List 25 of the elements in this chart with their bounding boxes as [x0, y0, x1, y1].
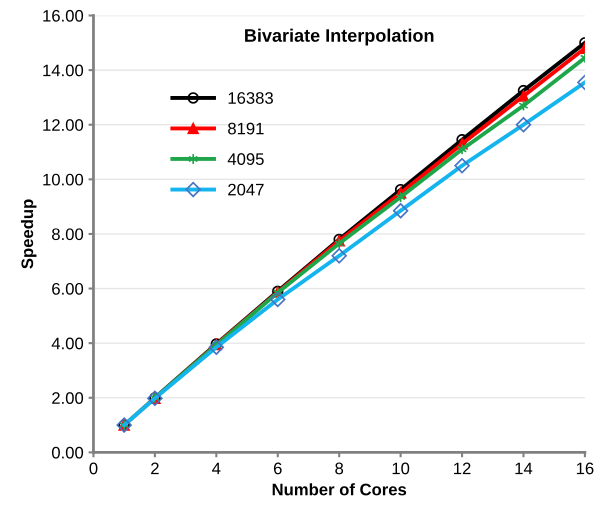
- legend-label: 4095: [228, 153, 264, 165]
- x-tick-label: 0: [89, 462, 98, 474]
- x-tick-label: 8: [335, 462, 344, 474]
- y-tick-label: 14.00: [43, 64, 84, 76]
- legend-label: 8191: [228, 122, 264, 134]
- y-tick-label: 0.00: [52, 446, 84, 459]
- y-tick-label: 16.00: [43, 10, 84, 22]
- y-tick-label: 12.00: [43, 119, 84, 131]
- x-tick-label: 10: [392, 462, 410, 474]
- text: Bivariate Interpolation: [245, 28, 434, 46]
- x-axis-title: Number of Cores: [272, 483, 406, 496]
- x-tick-label: 12: [454, 462, 470, 474]
- y-tick-label: 2.00: [52, 392, 84, 404]
- y-tick-label: 4.00: [52, 338, 84, 350]
- y-tick-label: 8.00: [52, 228, 84, 240]
- x-tick-label: 6: [274, 462, 282, 474]
- x-tick-label: 2: [151, 462, 159, 474]
- y-tick-label: 6.00: [52, 282, 84, 295]
- x-tick-label: 16: [576, 462, 594, 474]
- x-tick-label: 14: [515, 462, 532, 474]
- legend-label: 16383: [228, 92, 273, 104]
- x-tick-label: 4: [212, 462, 220, 474]
- y-tick-label: 10.00: [43, 174, 84, 186]
- legend-label: 2047: [228, 184, 264, 196]
- y-axis-title: Speedup: [20, 199, 36, 269]
